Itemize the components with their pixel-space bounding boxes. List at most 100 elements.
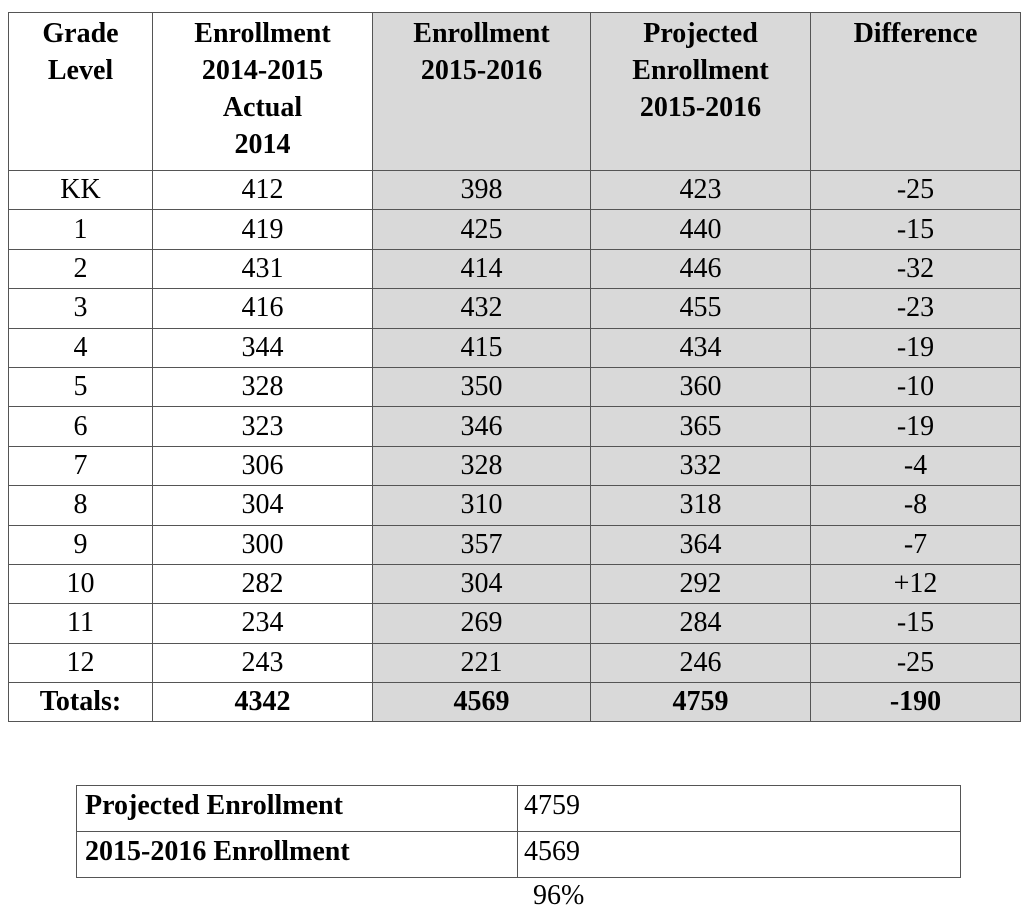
table-row: 10 282 304 292 +12 <box>8 563 1021 605</box>
table-cell: 5 <box>8 366 153 408</box>
totals-cell: 4569 <box>372 682 591 723</box>
table-cell: 8 <box>8 485 153 526</box>
table-row: 6 323 346 365 -19 <box>8 406 1021 447</box>
summary-value: 4759 <box>517 785 961 832</box>
header-line: 2014-2015 <box>201 55 324 86</box>
table-cell: -23 <box>810 288 1021 329</box>
table-cell: 431 <box>152 248 373 290</box>
table-cell: 346 <box>372 406 591 447</box>
header-line: Projected <box>643 18 758 49</box>
table-cell: -7 <box>810 524 1021 565</box>
table-cell: 3 <box>8 288 153 329</box>
table-cell: 304 <box>372 563 591 605</box>
table-cell: 318 <box>590 485 811 526</box>
table-cell: 282 <box>152 563 373 605</box>
table-cell: 221 <box>372 642 591 684</box>
table-row: 7 306 328 332 -4 <box>8 445 1021 487</box>
table-cell: 328 <box>152 366 373 408</box>
table-row: 9 300 357 364 -7 <box>8 524 1021 565</box>
table-cell: 1 <box>8 209 153 250</box>
table-body: KK 412 398 423 -25 1 419 425 440 -15 2 431 414 446 -32… <box>8 169 1021 723</box>
table-cell: 416 <box>152 288 373 329</box>
table-row: 8 304 310 318 -8 <box>8 485 1021 526</box>
totals-cell: 4342 <box>152 682 373 723</box>
summary-value: 4569 <box>517 831 961 878</box>
table-row: 4 344 415 434 -19 <box>8 327 1021 368</box>
totals-cell: -190 <box>810 682 1021 723</box>
header-line: Actual <box>222 92 303 123</box>
totals-cell: Totals: <box>8 682 153 723</box>
summary-table: Projected Enrollment 4759 2015-2016 Enroll… <box>76 785 961 878</box>
header-line: Grade <box>42 18 119 49</box>
table-cell: 310 <box>372 485 591 526</box>
table-cell: 246 <box>590 642 811 684</box>
table-row: 1 419 425 440 -15 <box>8 209 1021 250</box>
table-row: 12 243 221 246 -25 <box>8 642 1021 684</box>
table-cell: -4 <box>810 445 1021 487</box>
table-cell: -15 <box>810 209 1021 250</box>
table-row: 3 416 432 455 -23 <box>8 288 1021 329</box>
table-row: KK 412 398 423 -25 <box>8 169 1021 211</box>
table-cell: 344 <box>152 327 373 368</box>
table-cell: 11 <box>8 603 153 644</box>
table-cell: 6 <box>8 406 153 447</box>
table-cell: 304 <box>152 485 373 526</box>
table-cell: 425 <box>372 209 591 250</box>
table-cell: 440 <box>590 209 811 250</box>
table-cell: 398 <box>372 169 591 211</box>
summary-note: 96% <box>533 880 585 911</box>
table-cell: 243 <box>152 642 373 684</box>
table-cell: 269 <box>372 603 591 644</box>
table-cell: -15 <box>810 603 1021 644</box>
header-line: 2015-2016 <box>420 55 543 86</box>
summary-label: 2015-2016 Enrollment <box>76 831 518 878</box>
totals-cell: 4759 <box>590 682 811 723</box>
table-cell: 432 <box>372 288 591 329</box>
table-cell: 12 <box>8 642 153 684</box>
table-row: 2 431 414 446 -32 <box>8 248 1021 290</box>
header-cell: Difference <box>810 12 1021 171</box>
summary-body: Projected Enrollment 4759 2015-2016 Enroll… <box>76 785 961 878</box>
table-cell: -32 <box>810 248 1021 290</box>
table-cell: 328 <box>372 445 591 487</box>
table-cell: -8 <box>810 485 1021 526</box>
summary-row: Projected Enrollment 4759 <box>76 785 961 832</box>
header-line: 2014 <box>234 129 291 160</box>
table-cell: -19 <box>810 406 1021 447</box>
header-cell: Projected Enrollment 2015-2016 <box>590 12 811 171</box>
table-cell: 419 <box>152 209 373 250</box>
table-cell: 332 <box>590 445 811 487</box>
header-cell: Grade Level <box>8 12 153 171</box>
header-line: Level <box>47 55 114 86</box>
totals-row: Totals: 4342 4569 4759 -190 <box>8 682 1021 723</box>
table-cell: 364 <box>590 524 811 565</box>
summary-label: Projected Enrollment <box>76 785 518 832</box>
table-cell: 2 <box>8 248 153 290</box>
header-line: 2015-2016 <box>639 92 762 123</box>
header-line: Enrollment <box>632 55 769 86</box>
table-cell: 414 <box>372 248 591 290</box>
table-cell: 357 <box>372 524 591 565</box>
table-cell: 350 <box>372 366 591 408</box>
enrollment-table: Grade Level Enrollment 2014-2015 Actual 2014 E… <box>8 12 1021 723</box>
table-cell: 292 <box>590 563 811 605</box>
table-cell: 9 <box>8 524 153 565</box>
table-cell: 412 <box>152 169 373 211</box>
table-cell: +12 <box>810 563 1021 605</box>
table-cell: 323 <box>152 406 373 447</box>
table-cell: 434 <box>590 327 811 368</box>
header-line: Enrollment <box>413 18 550 49</box>
header-line: Enrollment <box>194 18 331 49</box>
table-cell: 4 <box>8 327 153 368</box>
header-cell: Enrollment 2014-2015 Actual 2014 <box>152 12 373 171</box>
table-cell: KK <box>8 169 153 211</box>
table-cell: 234 <box>152 603 373 644</box>
header-line: Difference <box>853 18 978 49</box>
header-row: Grade Level Enrollment 2014-2015 Actual 2014 E… <box>8 12 1021 171</box>
table-cell: 300 <box>152 524 373 565</box>
table-cell: 415 <box>372 327 591 368</box>
table-cell: 365 <box>590 406 811 447</box>
table-cell: 306 <box>152 445 373 487</box>
header-cell: Enrollment 2015-2016 <box>372 12 591 171</box>
